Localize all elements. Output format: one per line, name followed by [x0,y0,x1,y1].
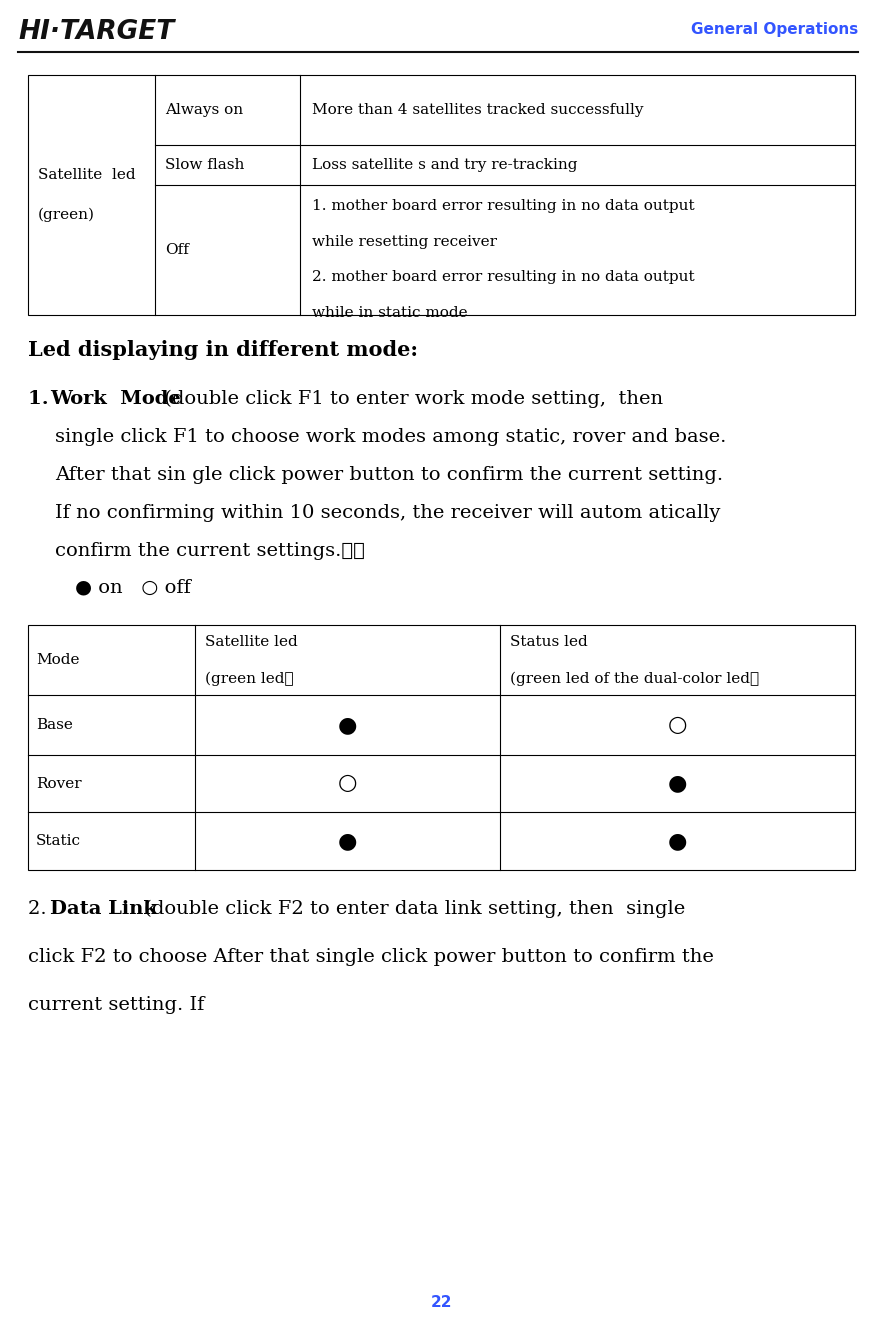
Text: ○: ○ [338,773,358,795]
Text: Off: Off [165,243,189,257]
Text: If no confirming within 10 seconds, the receiver will autom atically: If no confirming within 10 seconds, the … [55,504,721,523]
Text: Data Link: Data Link [50,900,157,918]
Text: current setting. If: current setting. If [28,996,204,1013]
Text: click F2 to choose After that single click power button to confirm the: click F2 to choose After that single cli… [28,949,713,966]
Text: Led displaying in different mode:: Led displaying in different mode: [28,340,418,360]
Text: (double click F2 to enter data link setting, then  single: (double click F2 to enter data link sett… [138,900,685,918]
Text: Status led

(green led of the dual-color led）: Status led (green led of the dual-color … [510,635,759,687]
Text: Satellite  led

(green): Satellite led (green) [38,168,136,222]
Text: 1. mother board error resulting in no data output

while resetting receiver

2. : 1. mother board error resulting in no da… [312,198,695,320]
Text: Loss satellite s and try re-tracking: Loss satellite s and try re-tracking [312,157,577,172]
Text: Rover: Rover [36,777,81,791]
Text: ●: ● [338,830,358,852]
Text: General Operations: General Operations [691,22,858,37]
Text: Static: Static [36,833,81,848]
Text: ● on   ○ off: ● on ○ off [75,578,191,595]
Text: HI·TARGET: HI·TARGET [18,19,174,45]
Text: 2.: 2. [28,900,53,918]
Text: More than 4 satellites tracked successfully: More than 4 satellites tracked successfu… [312,103,644,116]
Bar [28,75,855,315]
Text: Mode: Mode [36,654,79,667]
Text: confirm the current settings.）：: confirm the current settings.）： [55,542,365,560]
Bar [28,624,855,871]
Text: single click F1 to choose work modes among static, rover and base.: single click F1 to choose work modes amo… [55,429,727,446]
Text: ○: ○ [668,714,687,736]
Text: Work  Mode: Work Mode [50,390,181,407]
Text: Satellite led

(green led）: Satellite led (green led） [205,635,298,687]
Text: ●: ● [338,714,358,736]
Text: Base: Base [36,718,73,732]
Text: (double click F1 to enter work mode setting,  then: (double click F1 to enter work mode sett… [158,390,663,409]
Text: 1.: 1. [28,390,56,407]
Text: Slow flash: Slow flash [165,157,245,172]
Text: Always on: Always on [165,103,243,116]
Text: ●: ● [668,830,687,852]
Text: ●: ● [668,773,687,795]
Text: 22: 22 [430,1295,452,1310]
Text: After that sin gle click power button to confirm the current setting.: After that sin gle click power button to… [55,466,723,484]
